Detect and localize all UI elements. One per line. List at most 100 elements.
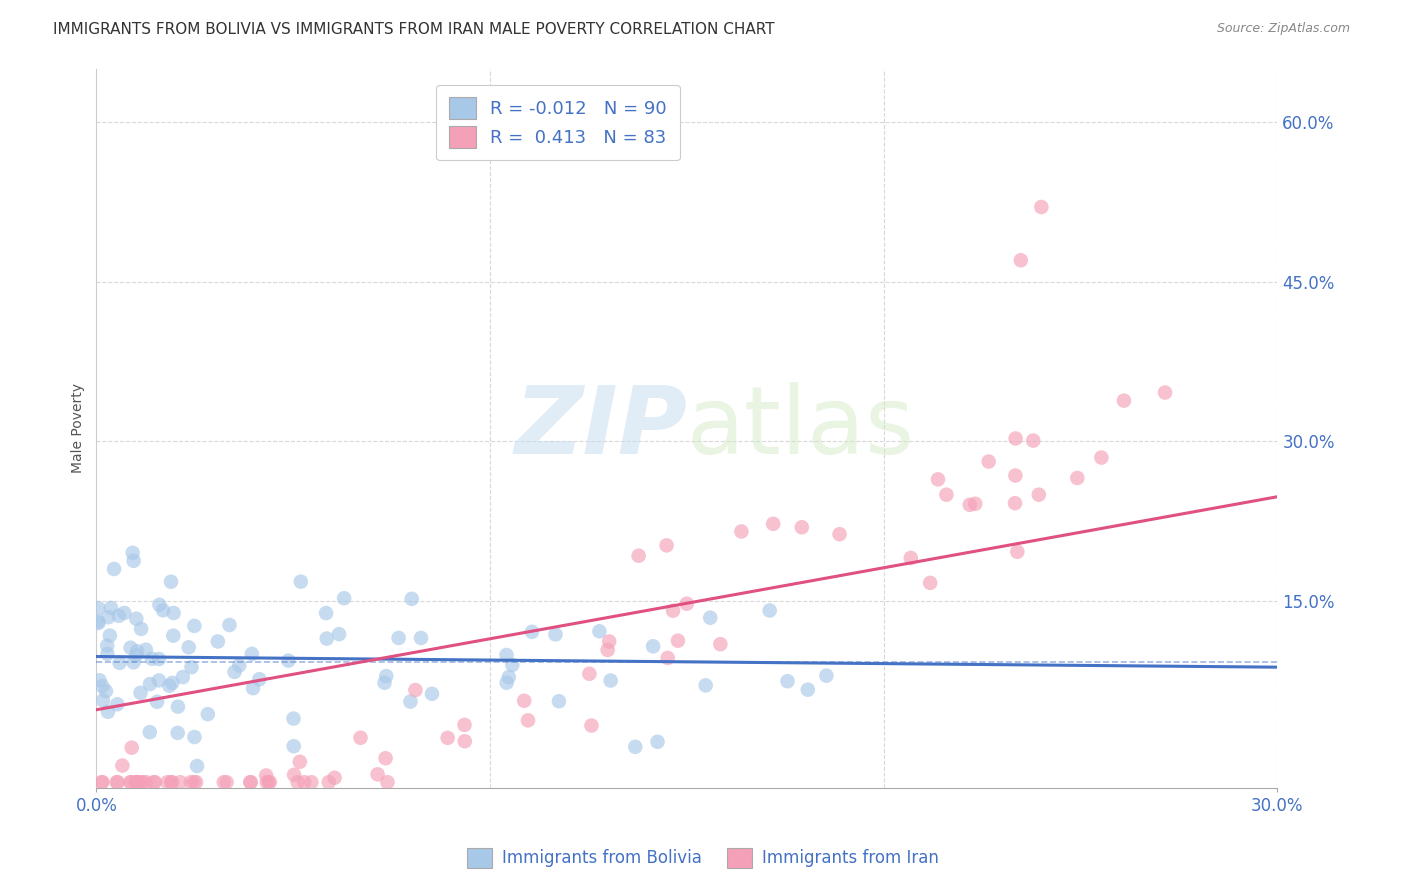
Point [157, 679, 180, 693]
Point [501, 657, 523, 672]
Point [1004, 496, 1026, 510]
Point [97, 705, 120, 719]
Point [108, 656, 131, 670]
Point [152, 603, 174, 617]
Point [1028, 488, 1050, 502]
Point [129, 622, 152, 636]
Point [120, 640, 142, 655]
Point [183, 775, 205, 789]
Point [212, 775, 235, 789]
Point [87, 615, 110, 629]
Point [815, 668, 838, 682]
Point [588, 624, 610, 639]
Point [180, 775, 202, 789]
Point [1010, 253, 1032, 268]
Point [156, 775, 179, 789]
Point [160, 775, 183, 789]
Point [139, 725, 162, 739]
Point [180, 660, 202, 674]
Point [135, 775, 157, 789]
Text: atlas: atlas [688, 382, 915, 474]
Text: Source: ZipAtlas.com: Source: ZipAtlas.com [1216, 22, 1350, 36]
Point [290, 574, 312, 589]
Point [103, 562, 125, 576]
Point [318, 775, 340, 789]
Point [125, 648, 148, 663]
Point [94, 684, 117, 698]
Point [409, 631, 432, 645]
Text: ZIP: ZIP [515, 382, 688, 474]
Point [215, 775, 238, 789]
Point [776, 674, 799, 689]
Point [927, 472, 949, 486]
Point [323, 771, 346, 785]
Point [420, 687, 443, 701]
Point [283, 739, 305, 754]
Point [135, 642, 157, 657]
Point [259, 775, 281, 789]
Point [122, 656, 145, 670]
Point [120, 775, 142, 789]
Point [1031, 200, 1053, 214]
Point [596, 643, 619, 657]
Point [143, 775, 166, 789]
Point [299, 775, 322, 789]
Point [108, 608, 131, 623]
Point [247, 672, 270, 686]
Point [112, 606, 135, 620]
Point [675, 597, 697, 611]
Point [935, 488, 957, 502]
Point [256, 775, 278, 789]
Point [162, 629, 184, 643]
Point [762, 516, 785, 531]
Point [254, 768, 277, 782]
Point [91, 679, 114, 693]
Point [97, 610, 120, 624]
Point [160, 574, 183, 589]
Point [578, 666, 600, 681]
Point [129, 686, 152, 700]
Point [122, 554, 145, 568]
Text: IMMIGRANTS FROM BOLIVIA VS IMMIGRANTS FROM IRAN MALE POVERTY CORRELATION CHART: IMMIGRANTS FROM BOLIVIA VS IMMIGRANTS FR… [53, 22, 775, 37]
Point [105, 698, 128, 712]
Point [1112, 393, 1135, 408]
Point [125, 612, 148, 626]
Point [121, 740, 143, 755]
Point [96, 647, 118, 661]
Point [224, 665, 246, 679]
Point [627, 549, 650, 563]
Point [662, 604, 685, 618]
Point [349, 731, 371, 745]
Point [624, 739, 647, 754]
Point [100, 601, 122, 615]
Point [186, 759, 208, 773]
Point [239, 775, 262, 789]
Point [141, 651, 163, 665]
Point [367, 767, 389, 781]
Point [643, 640, 665, 654]
Point [454, 734, 477, 748]
Point [162, 676, 184, 690]
Point [283, 768, 305, 782]
Point [111, 758, 134, 772]
Point [148, 652, 170, 666]
Point [132, 775, 155, 789]
Point [920, 575, 942, 590]
Point [373, 675, 395, 690]
Point [666, 633, 689, 648]
Point [125, 775, 148, 789]
Point [581, 718, 603, 732]
Point [657, 651, 679, 665]
Point [328, 627, 350, 641]
Point [1004, 432, 1026, 446]
Point [520, 624, 543, 639]
Point [257, 775, 280, 789]
Point [790, 520, 813, 534]
Point [228, 658, 250, 673]
Point [333, 591, 356, 606]
Point [1007, 545, 1029, 559]
Point [167, 699, 190, 714]
Point [1090, 450, 1112, 465]
Point [1022, 434, 1045, 448]
Point [498, 670, 520, 684]
